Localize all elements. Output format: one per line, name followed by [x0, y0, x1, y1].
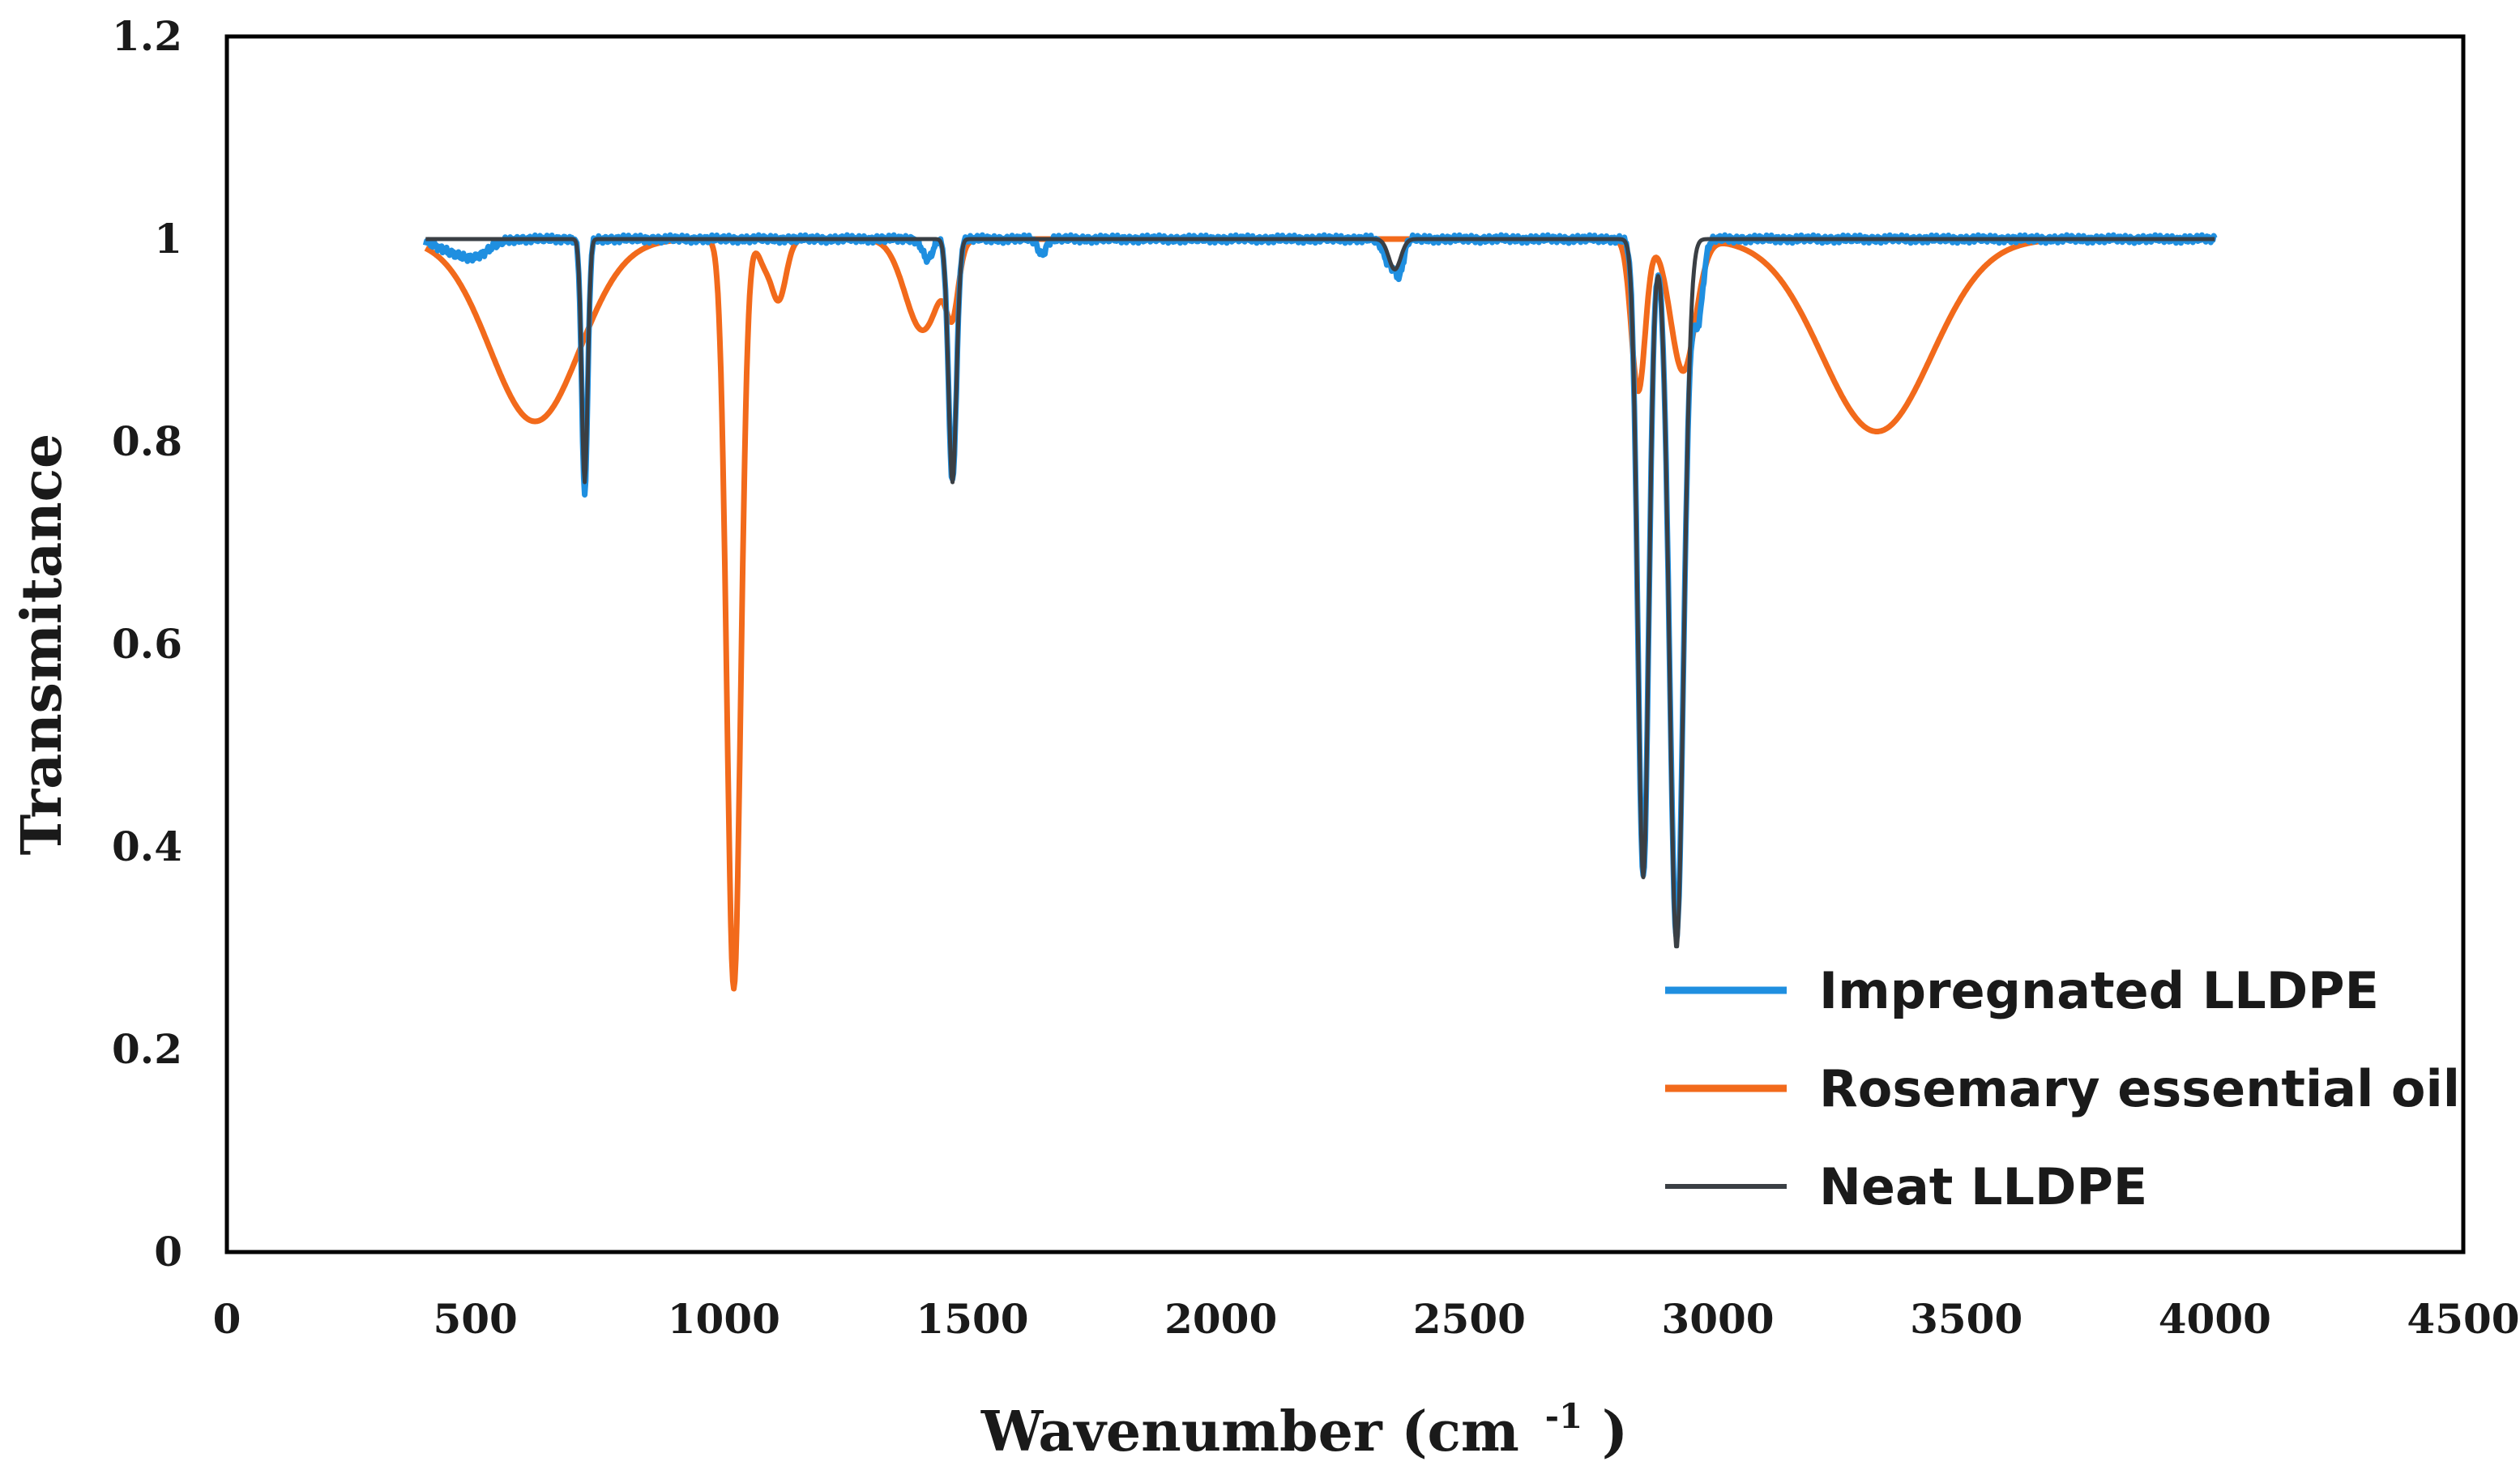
legend-label-impregnated: Impregnated LLDPE	[1819, 961, 2379, 1020]
y-tick-label: 1.2	[112, 12, 182, 60]
x-tick-label: 3000	[1661, 1295, 1774, 1343]
x-tick-label: 1000	[668, 1295, 780, 1343]
y-tick-label: 0.4	[112, 823, 182, 870]
x-axis-title: Wavenumber (cm -1 )	[980, 1377, 1628, 1464]
x-axis-title-main: Wavenumber (cm	[980, 1400, 1519, 1464]
x-axis-title-close: )	[1602, 1400, 1628, 1464]
plot-frame	[224, 34, 2466, 1254]
series-line-impregnated-lldpe	[422, 232, 2218, 940]
x-tick-label: 2000	[1164, 1295, 1277, 1343]
y-tick-label: 0.2	[112, 1025, 182, 1073]
y-tick-label: 1	[154, 215, 182, 263]
legend-label-neat: Neat LLDPE	[1819, 1157, 2147, 1216]
x-tick-label: 4000	[2159, 1295, 2271, 1343]
x-tick-label: 0	[213, 1295, 241, 1343]
legend: Impregnated LLDPE Rosemary essential oil…	[1665, 961, 2460, 1216]
y-axis-ticks: 0 0.2 0.4 0.6 0.8 1 1.2	[112, 12, 182, 1276]
x-tick-label: 3500	[1910, 1295, 2022, 1343]
y-tick-label: 0.8	[112, 417, 182, 465]
series-line-rosemary-essential-oil	[424, 236, 2217, 992]
x-tick-label: 500	[433, 1295, 517, 1343]
x-tick-label: 2500	[1413, 1295, 1526, 1343]
legend-label-rosemary: Rosemary essential oil	[1819, 1059, 2460, 1118]
y-axis-title: Transmitance	[10, 434, 75, 856]
series-lines	[422, 232, 2218, 992]
y-tick-label: 0	[154, 1228, 182, 1276]
x-axis-title-sup: -1	[1545, 1396, 1583, 1436]
x-tick-label: 1500	[916, 1295, 1028, 1343]
x-tick-label: 4500	[2407, 1295, 2519, 1343]
series-line-neat-lldpe	[425, 237, 2216, 949]
y-tick-label: 0.6	[112, 620, 182, 668]
x-axis-ticks: 0 500 1000 1500 2000 2500 3000 3500 4000 4500	[213, 1295, 2520, 1343]
